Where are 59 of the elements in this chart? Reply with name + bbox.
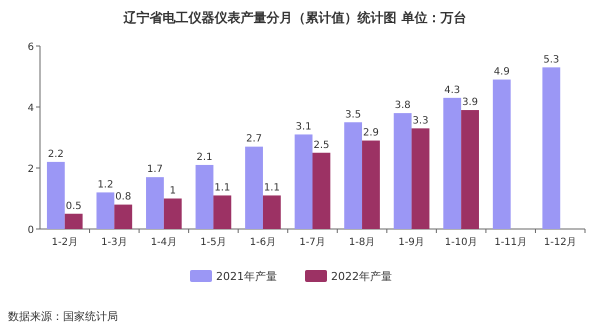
data-label: 5.3 [543, 54, 560, 66]
x-tick-label: 1-12月 [544, 237, 577, 248]
bar [312, 152, 330, 229]
bar [542, 67, 560, 229]
bar [96, 192, 114, 229]
y-tick-label: 2 [28, 164, 34, 175]
bar [412, 128, 430, 229]
bar [362, 140, 380, 229]
bar [46, 162, 65, 229]
bar [461, 110, 479, 229]
data-label: 3.8 [394, 100, 411, 112]
y-tick-label: 6 [28, 42, 34, 53]
data-label: 2.9 [363, 128, 379, 139]
data-label: 1.1 [264, 182, 280, 194]
chart-title: 辽宁省电工仪器仪表产量分月（累计值）统计图 单位：万台 [122, 10, 466, 26]
bar [262, 195, 281, 229]
bar [114, 204, 132, 229]
data-label: 0.5 [66, 200, 82, 212]
bar [164, 198, 182, 229]
y-tick-label: 4 [28, 103, 34, 114]
data-label: 1.1 [214, 182, 230, 194]
data-label: 4.9 [494, 66, 510, 78]
data-label: 2.1 [196, 152, 212, 163]
x-tick-label: 1-5月 [200, 237, 227, 248]
data-label: 3.5 [345, 109, 362, 120]
data-label: 1.2 [97, 179, 114, 190]
x-tick-label: 1-10月 [444, 237, 478, 248]
x-tick-label: 1-11月 [494, 237, 528, 248]
source-note: 数据来源：国家统计局 [8, 310, 118, 323]
x-tick-label: 1-9月 [398, 237, 425, 248]
data-label: 3.1 [296, 121, 312, 132]
bar [64, 214, 83, 229]
x-tick-label: 1-8月 [348, 237, 376, 248]
x-tick-label: 1-6月 [250, 237, 276, 248]
bar [213, 195, 232, 229]
y-tick-label: 0 [28, 225, 34, 236]
data-label: 2.5 [313, 140, 330, 151]
x-tick-label: 1-7月 [299, 237, 326, 248]
legend-label: 2022年产量 [331, 270, 392, 283]
bar [492, 80, 511, 229]
data-label: 3.3 [412, 115, 428, 126]
bar [245, 146, 263, 229]
data-label: 1.7 [146, 164, 163, 176]
bar [294, 134, 312, 229]
x-tick-label: 1-2月 [52, 237, 78, 248]
data-label: 0.8 [115, 192, 132, 203]
bar [443, 98, 462, 229]
bar [394, 113, 412, 229]
x-tick-label: 1-4月 [150, 237, 178, 248]
legend-label: 2021年产量 [216, 270, 277, 283]
data-label: 2.7 [246, 134, 262, 145]
bar [344, 122, 362, 229]
bar [196, 164, 214, 229]
data-label: 3.9 [462, 97, 478, 108]
data-label: 2.2 [48, 148, 64, 160]
x-tick-label: 1-3月 [101, 237, 128, 248]
data-label: 1 [170, 186, 176, 196]
bar [146, 177, 164, 229]
data-label: 4.3 [444, 84, 460, 96]
